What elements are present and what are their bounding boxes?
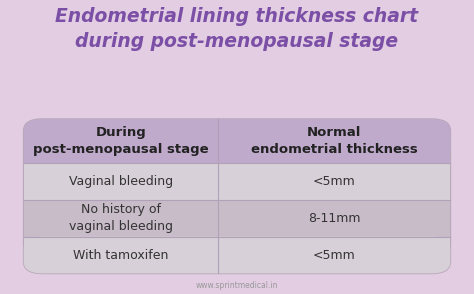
FancyBboxPatch shape: [24, 119, 450, 163]
Bar: [24, 141, 450, 163]
Text: With tamoxifen: With tamoxifen: [73, 248, 168, 262]
Bar: [24, 163, 450, 200]
FancyBboxPatch shape: [24, 237, 450, 273]
Text: www.sprintmedical.in: www.sprintmedical.in: [196, 280, 278, 290]
Text: Endometrial lining thickness chart
during post-menopausal stage: Endometrial lining thickness chart durin…: [55, 7, 419, 51]
FancyBboxPatch shape: [24, 119, 450, 273]
Text: During
post-menopausal stage: During post-menopausal stage: [33, 126, 209, 156]
Text: No history of
vaginal bleeding: No history of vaginal bleeding: [69, 203, 173, 233]
Text: Normal
endometrial thickness: Normal endometrial thickness: [251, 126, 418, 156]
Bar: [24, 200, 450, 237]
Text: Vaginal bleeding: Vaginal bleeding: [69, 175, 173, 188]
Text: <5mm: <5mm: [313, 248, 356, 262]
Text: <5mm: <5mm: [313, 175, 356, 188]
Text: 8-11mm: 8-11mm: [308, 212, 360, 225]
Bar: [24, 237, 450, 255]
